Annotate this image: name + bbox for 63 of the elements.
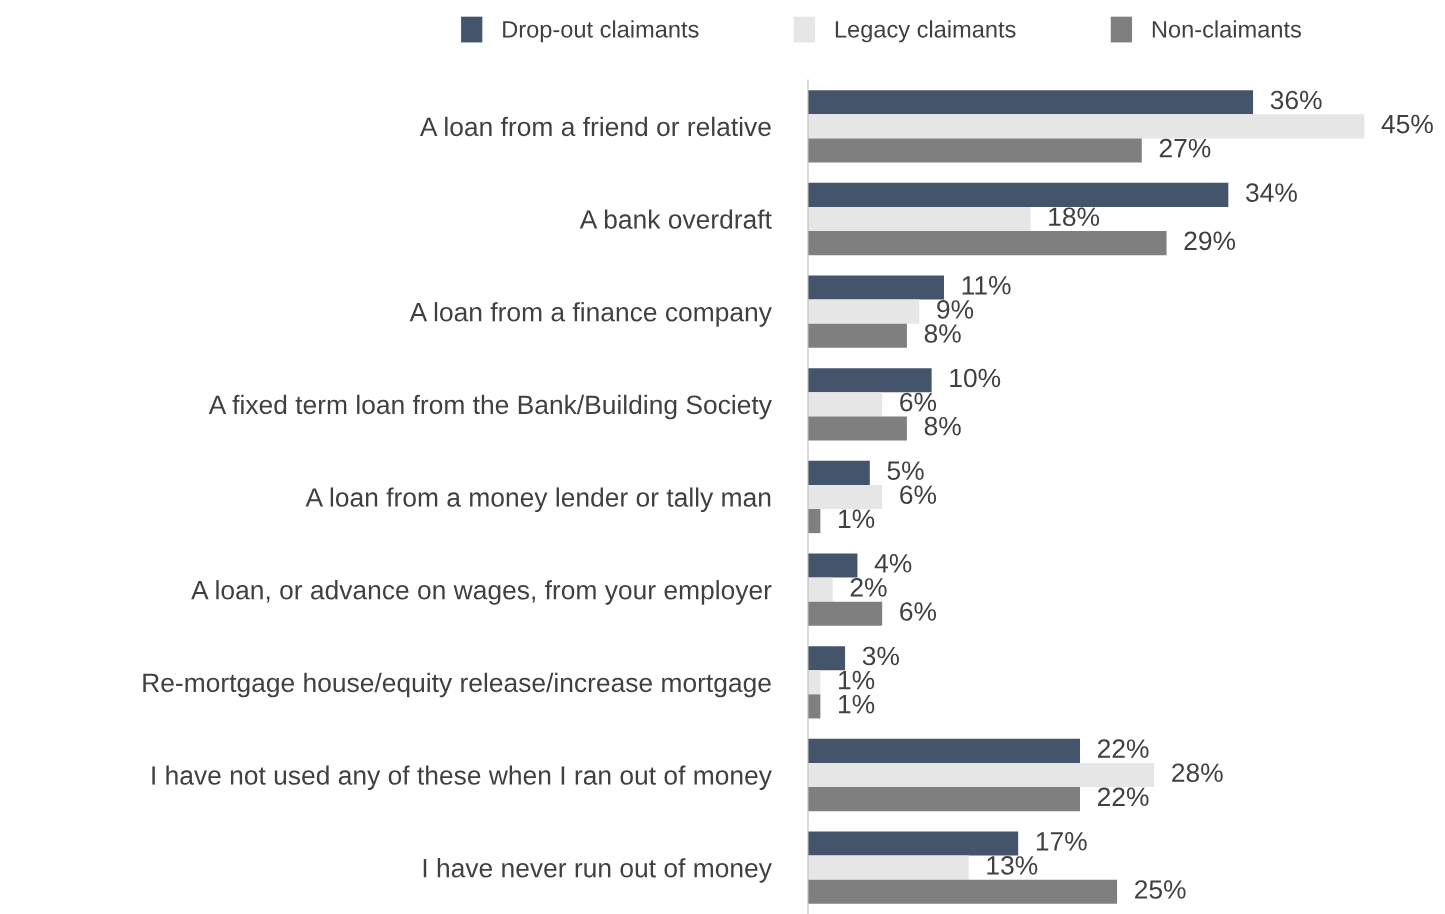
y-tick-label: A loan from a money lender or tally man	[305, 487, 771, 513]
y-tick-label: I have not used any of these when I ran out of money	[152, 765, 772, 791]
data-label: 6%	[900, 602, 937, 621]
y-tick-label: A loan from a finance company	[409, 302, 772, 327]
y-tick-label: I have never run out of money	[423, 858, 772, 883]
data-label: 13%	[987, 856, 1038, 875]
bar	[808, 879, 1118, 904]
data-label: 25%	[1135, 880, 1186, 899]
data-label: 4%	[874, 554, 912, 573]
bar	[808, 299, 920, 324]
data-label: 2%	[850, 578, 887, 597]
data-label: 8%	[924, 324, 961, 343]
data-label: 1%	[839, 694, 875, 714]
data-label: 3%	[862, 646, 899, 666]
legend-label: Non-claimants	[1152, 20, 1301, 38]
data-label: 22%	[1097, 787, 1149, 807]
data-label: 34%	[1246, 183, 1297, 202]
y-tick-label: A loan, or advance on wages, from your employer	[191, 580, 772, 605]
y-tick-label: A bank overdraft	[579, 209, 772, 229]
bar	[808, 368, 932, 393]
bar	[808, 392, 883, 417]
data-label: 1%	[839, 509, 875, 529]
data-label: 9%	[937, 300, 974, 319]
bar	[808, 231, 1167, 256]
bar	[808, 577, 833, 602]
data-label: 10%	[950, 368, 1001, 388]
bar	[808, 553, 858, 578]
y-tick-label: Re-mortgage house/equity release/increase mortgage	[143, 672, 771, 698]
data-label: 6%	[900, 485, 937, 505]
data-label: 36%	[1270, 90, 1322, 110]
bar	[808, 646, 846, 671]
bar	[808, 182, 1229, 207]
data-label: 8%	[924, 416, 961, 436]
data-label: 1%	[839, 670, 875, 690]
y-tick-label: A fixed term loan from the Bank/Building Society	[208, 394, 772, 420]
bar	[808, 484, 883, 510]
bar	[808, 460, 870, 485]
bar	[808, 416, 907, 441]
bar	[808, 90, 1254, 115]
bar	[808, 831, 1019, 856]
bar	[808, 601, 883, 626]
bar	[808, 323, 907, 348]
data-label: 28%	[1172, 763, 1223, 783]
bar	[808, 114, 1365, 139]
legend-label: Drop-out claimants	[503, 20, 699, 43]
bar	[808, 206, 1031, 232]
bar	[808, 275, 944, 300]
data-label: 17%	[1036, 832, 1087, 851]
bar	[808, 787, 1080, 812]
data-label: 22%	[1097, 739, 1149, 758]
bar	[808, 855, 969, 880]
data-label: 5%	[887, 461, 924, 480]
data-label: 27%	[1159, 138, 1211, 158]
data-label: 6%	[900, 392, 937, 412]
bar	[808, 138, 1142, 163]
bar	[808, 738, 1080, 763]
legend-label: Legacy claimants	[835, 20, 1016, 43]
data-label: 45%	[1381, 114, 1433, 134]
data-label: 11%	[962, 276, 1011, 295]
data-label: 29%	[1184, 231, 1236, 251]
bar	[808, 762, 1155, 788]
data-label: 18%	[1049, 207, 1100, 227]
y-tick-label: A loan from a friend or relative	[419, 116, 771, 137]
